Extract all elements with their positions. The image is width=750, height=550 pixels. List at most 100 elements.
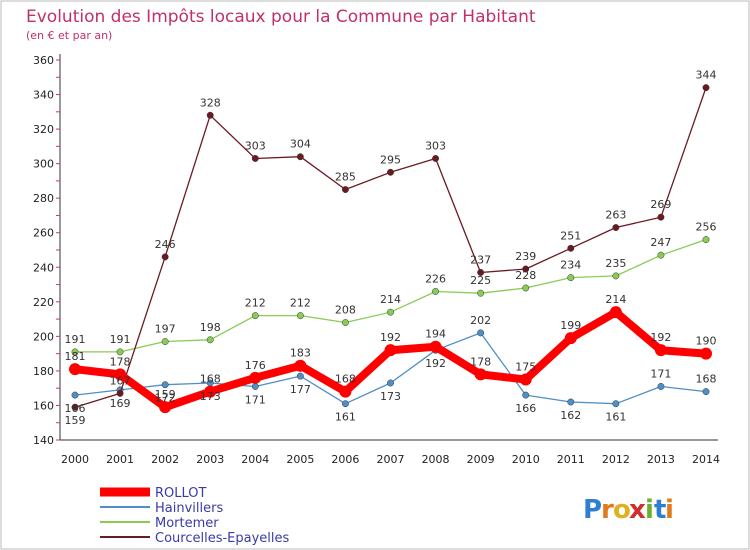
data-label: 304 <box>290 138 311 151</box>
data-label: 173 <box>380 390 401 403</box>
data-label: 198 <box>200 321 221 334</box>
logo-letter: P <box>583 495 602 525</box>
data-label: 159 <box>155 388 176 401</box>
data-point <box>206 111 214 119</box>
data-label: 214 <box>605 293 626 306</box>
data-label: 212 <box>245 297 266 310</box>
data-point <box>384 344 397 357</box>
data-point <box>657 251 665 259</box>
series-rollot <box>69 306 712 414</box>
legend-label: Mortemer <box>155 516 219 531</box>
data-label: 263 <box>605 209 626 222</box>
x-tick-label: 2014 <box>692 453 720 466</box>
legend-label: Hainvillers <box>155 501 223 516</box>
data-label: 181 <box>65 350 86 363</box>
data-point <box>161 338 169 345</box>
x-tick-label: 2003 <box>196 453 224 466</box>
data-label: 225 <box>470 274 491 287</box>
data-point <box>564 332 577 345</box>
data-point <box>204 385 217 398</box>
data-point <box>702 236 710 244</box>
data-label: 285 <box>335 171 356 184</box>
data-label: 190 <box>696 335 717 348</box>
x-tick-label: 2007 <box>377 453 405 466</box>
x-tick-label: 2012 <box>602 453 630 466</box>
data-label: 192 <box>380 331 401 344</box>
data-point <box>161 381 169 389</box>
logo-letter: i <box>665 495 674 525</box>
data-point <box>387 168 394 176</box>
x-tick-label: 2000 <box>61 453 89 466</box>
logo-letter: r <box>601 495 614 525</box>
x-tick-label: 2005 <box>286 453 314 466</box>
data-label: 234 <box>560 259 581 272</box>
legend: ROLLOTHainvillersMortemerCourcelles-Epay… <box>100 486 290 546</box>
data-label: 344 <box>696 69 717 82</box>
data-point <box>294 359 307 372</box>
plot-area: 140 160 180 200 220 240 260 280 300 320 340 360 2000… <box>33 54 720 466</box>
data-point <box>251 312 259 320</box>
x-tick-label: 2004 <box>241 453 269 466</box>
data-point <box>296 312 304 320</box>
y-tick-label: 340 <box>33 89 54 102</box>
data-point <box>71 348 79 356</box>
x-tick-label: 2013 <box>647 453 675 466</box>
data-point <box>341 186 349 193</box>
data-label: 168 <box>200 373 221 386</box>
data-label: 191 <box>65 333 86 346</box>
data-point <box>387 308 394 316</box>
chart-title: Evolution des Impôts locaux pour la Comm… <box>26 7 536 27</box>
data-point <box>477 329 485 337</box>
data-point <box>71 403 79 411</box>
data-point <box>477 269 485 276</box>
x-tick-label: 2001 <box>106 453 134 466</box>
data-point <box>69 363 81 376</box>
data-point <box>387 379 394 387</box>
data-label: 199 <box>560 319 581 332</box>
data-label: 191 <box>110 333 131 346</box>
logo-letter: x <box>629 495 646 525</box>
data-point <box>700 347 712 360</box>
data-label: 246 <box>155 238 176 251</box>
y-tick-label: 300 <box>33 158 54 171</box>
data-label: 166 <box>515 402 536 415</box>
data-label: 235 <box>605 257 626 270</box>
data-label: 212 <box>290 297 311 310</box>
data-point <box>429 340 442 353</box>
data-label: 228 <box>515 269 536 282</box>
data-label: 176 <box>245 359 266 372</box>
data-label: 166 <box>65 402 86 415</box>
data-point <box>474 368 487 381</box>
proxiti-logo: Pr ox i ti <box>583 495 674 525</box>
data-label: 173 <box>200 390 221 403</box>
data-label: 214 <box>380 293 401 306</box>
data-point <box>249 371 262 384</box>
data-label: 192 <box>650 331 671 344</box>
logo-letter: t <box>654 495 666 525</box>
data-label: 269 <box>650 198 671 211</box>
data-point <box>114 368 127 381</box>
data-label: 202 <box>470 314 491 327</box>
data-point <box>702 388 710 396</box>
data-label: 175 <box>515 361 536 374</box>
y-tick-label: 160 <box>33 399 54 412</box>
y-tick-label: 200 <box>33 330 54 343</box>
y-tick-label: 140 <box>33 434 54 447</box>
data-point <box>657 213 665 221</box>
y-tick-label: 220 <box>33 296 54 309</box>
data-point <box>251 383 259 390</box>
data-point <box>657 383 665 390</box>
x-tick-label: 2008 <box>422 453 450 466</box>
data-point <box>612 272 620 280</box>
x-tick-label: 2009 <box>467 453 495 466</box>
y-tick-label: 180 <box>33 365 54 378</box>
legend-label: Courcelles-Epayelles <box>155 531 290 546</box>
data-label: 169 <box>110 397 131 410</box>
data-point <box>477 289 485 297</box>
data-label: 183 <box>290 347 311 360</box>
data-point <box>522 284 530 292</box>
data-label: 172 <box>155 392 176 405</box>
data-label: 239 <box>515 250 536 263</box>
chart-subtitle: (en € et par an) <box>26 29 112 42</box>
data-point <box>341 319 349 326</box>
